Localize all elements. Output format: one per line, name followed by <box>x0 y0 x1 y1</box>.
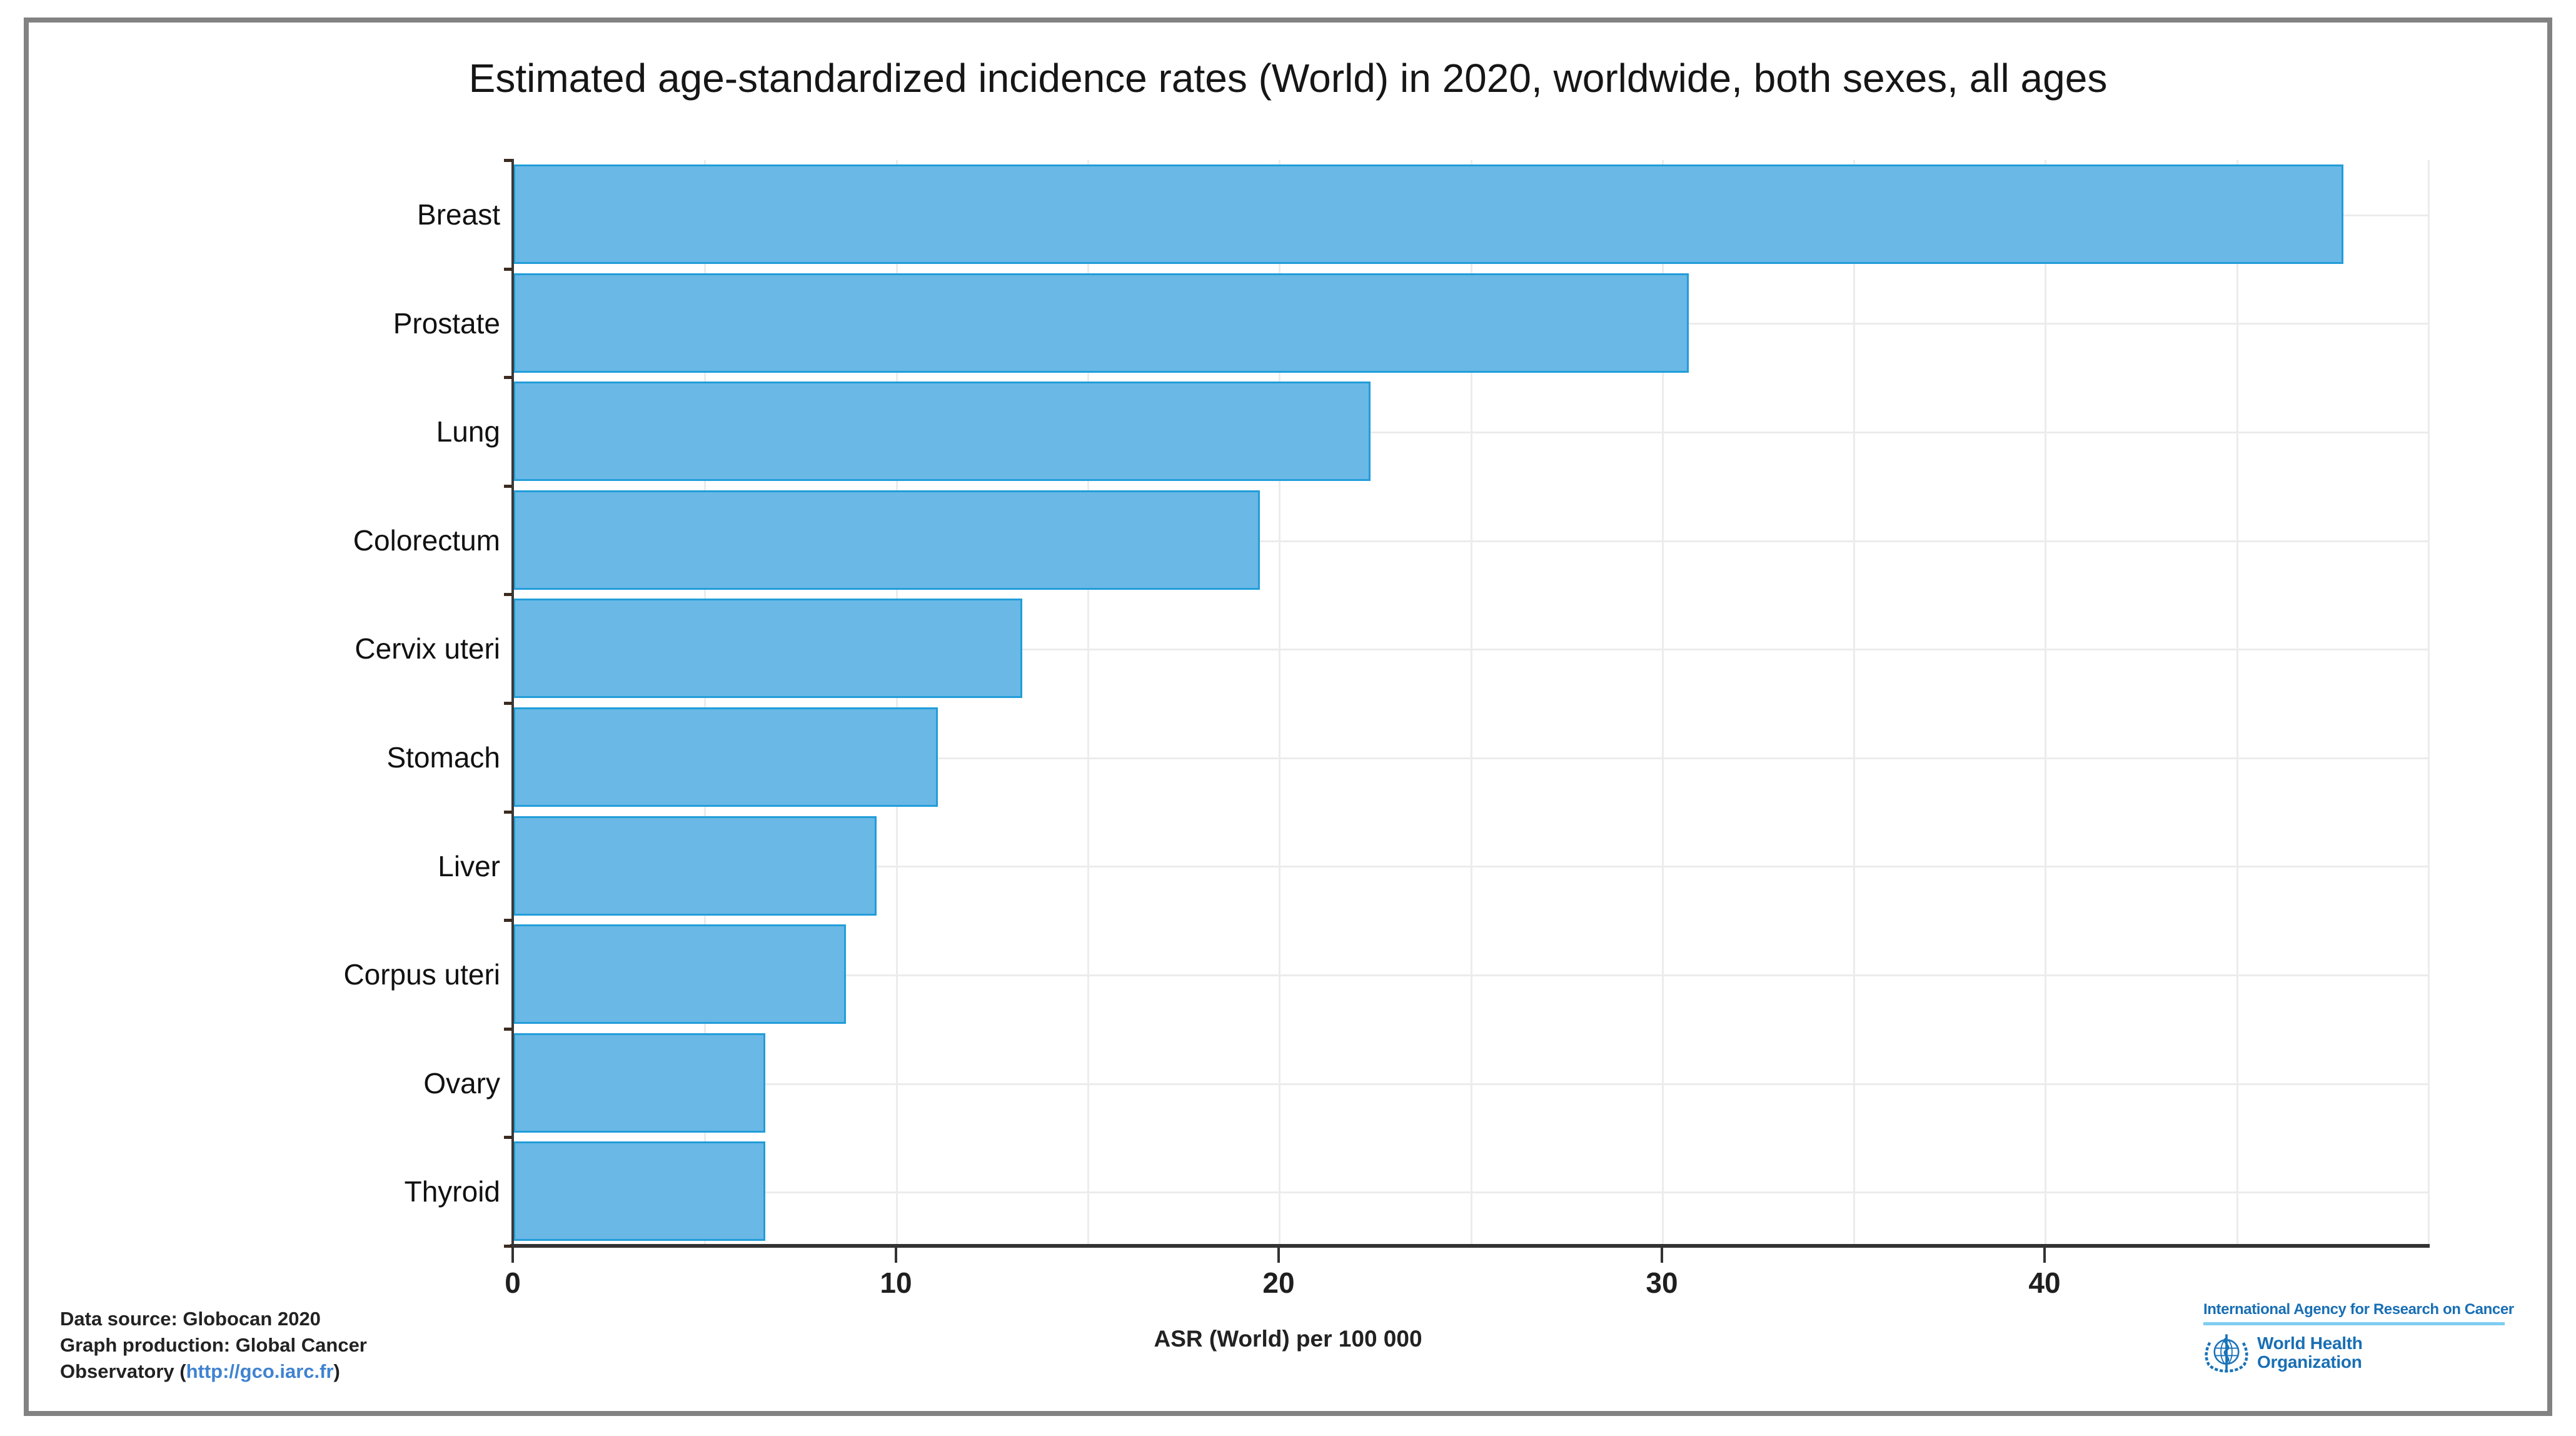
x-axis-line <box>510 1244 2430 1248</box>
row-gridline-thyroid <box>513 1191 2428 1193</box>
bar-liver[interactable] <box>513 816 877 916</box>
category-label-corpus-uteri: Corpus uteri <box>125 920 500 1029</box>
globocan-chart-page: Estimated age-standardized incidence rat… <box>0 0 2576 1436</box>
iarc-logo-text: International Agency for Research on Can… <box>2203 1301 2514 1318</box>
iarc-logo-underline <box>2203 1322 2505 1325</box>
x-axis-tick-label-20: 20 <box>1262 1266 1294 1300</box>
bar-corpus-uteri[interactable] <box>513 924 846 1024</box>
x-axis-tick-label-10: 10 <box>880 1266 912 1300</box>
iarc-who-logo-block: International Agency for Research on Can… <box>2203 1301 2514 1376</box>
bar-thyroid[interactable] <box>513 1141 765 1241</box>
footer-line-3-suffix: ) <box>334 1360 340 1382</box>
footer-line-3: Observatory (http://gco.iarc.fr) <box>60 1358 367 1385</box>
y-axis-tick-7 <box>504 919 512 922</box>
x-axis-tick-20 <box>1277 1248 1280 1263</box>
category-label-lung: Lung <box>125 377 500 486</box>
footer-line-3-prefix: Observatory ( <box>60 1360 186 1382</box>
x-axis-title: ASR (World) per 100 000 <box>0 1326 2576 1352</box>
y-axis-tick-9 <box>504 1136 512 1139</box>
category-label-breast: Breast <box>125 160 500 269</box>
category-label-cervix-uteri: Cervix uteri <box>125 594 500 703</box>
y-axis-tick-1 <box>504 268 512 271</box>
y-axis-tick-5 <box>504 702 512 705</box>
bar-prostate[interactable] <box>513 273 1689 373</box>
vertical-gridline-50 <box>2428 160 2430 1246</box>
chart-title: Estimated age-standardized incidence rat… <box>0 55 2576 101</box>
who-text-line-1: World Health <box>2257 1334 2363 1353</box>
y-axis-tick-0 <box>504 159 512 162</box>
x-axis-tick-label-0: 0 <box>505 1266 521 1300</box>
who-logo-text: World Health Organization <box>2257 1334 2363 1372</box>
category-label-prostate: Prostate <box>125 269 500 378</box>
who-logo-row: World Health Organization <box>2203 1330 2514 1376</box>
category-label-ovary: Ovary <box>125 1029 500 1138</box>
y-axis-tick-4 <box>504 593 512 596</box>
footer-line-1: Data source: Globocan 2020 <box>60 1306 367 1332</box>
who-emblem-icon <box>2203 1330 2250 1376</box>
bar-colorectum[interactable] <box>513 490 1260 590</box>
row-gridline-ovary <box>513 1083 2428 1085</box>
x-axis-tick-0 <box>511 1248 514 1263</box>
bar-lung[interactable] <box>513 382 1371 481</box>
bar-cervix-uteri[interactable] <box>513 599 1022 698</box>
x-axis-tick-10 <box>895 1248 897 1263</box>
x-axis-tick-30 <box>1661 1248 1663 1263</box>
x-axis-tick-40 <box>2043 1248 2046 1263</box>
bar-ovary[interactable] <box>513 1033 765 1133</box>
y-axis-tick-6 <box>504 811 512 814</box>
gco-link[interactable]: http://gco.iarc.fr <box>186 1360 334 1382</box>
category-label-liver: Liver <box>125 812 500 921</box>
category-label-stomach: Stomach <box>125 703 500 812</box>
x-axis-tick-label-40: 40 <box>2028 1266 2060 1300</box>
footer-line-2: Graph production: Global Cancer <box>60 1332 367 1358</box>
y-axis-tick-3 <box>504 485 512 488</box>
who-text-line-2: Organization <box>2257 1353 2363 1372</box>
category-label-colorectum: Colorectum <box>125 486 500 595</box>
bar-stomach[interactable] <box>513 707 938 807</box>
footer-source-note: Data source: Globocan 2020 Graph product… <box>60 1306 367 1385</box>
x-axis-tick-label-30: 30 <box>1646 1266 1678 1300</box>
category-label-thyroid: Thyroid <box>125 1137 500 1246</box>
bar-breast[interactable] <box>513 164 2343 264</box>
y-axis-tick-8 <box>504 1028 512 1031</box>
y-axis-tick-2 <box>504 376 512 379</box>
